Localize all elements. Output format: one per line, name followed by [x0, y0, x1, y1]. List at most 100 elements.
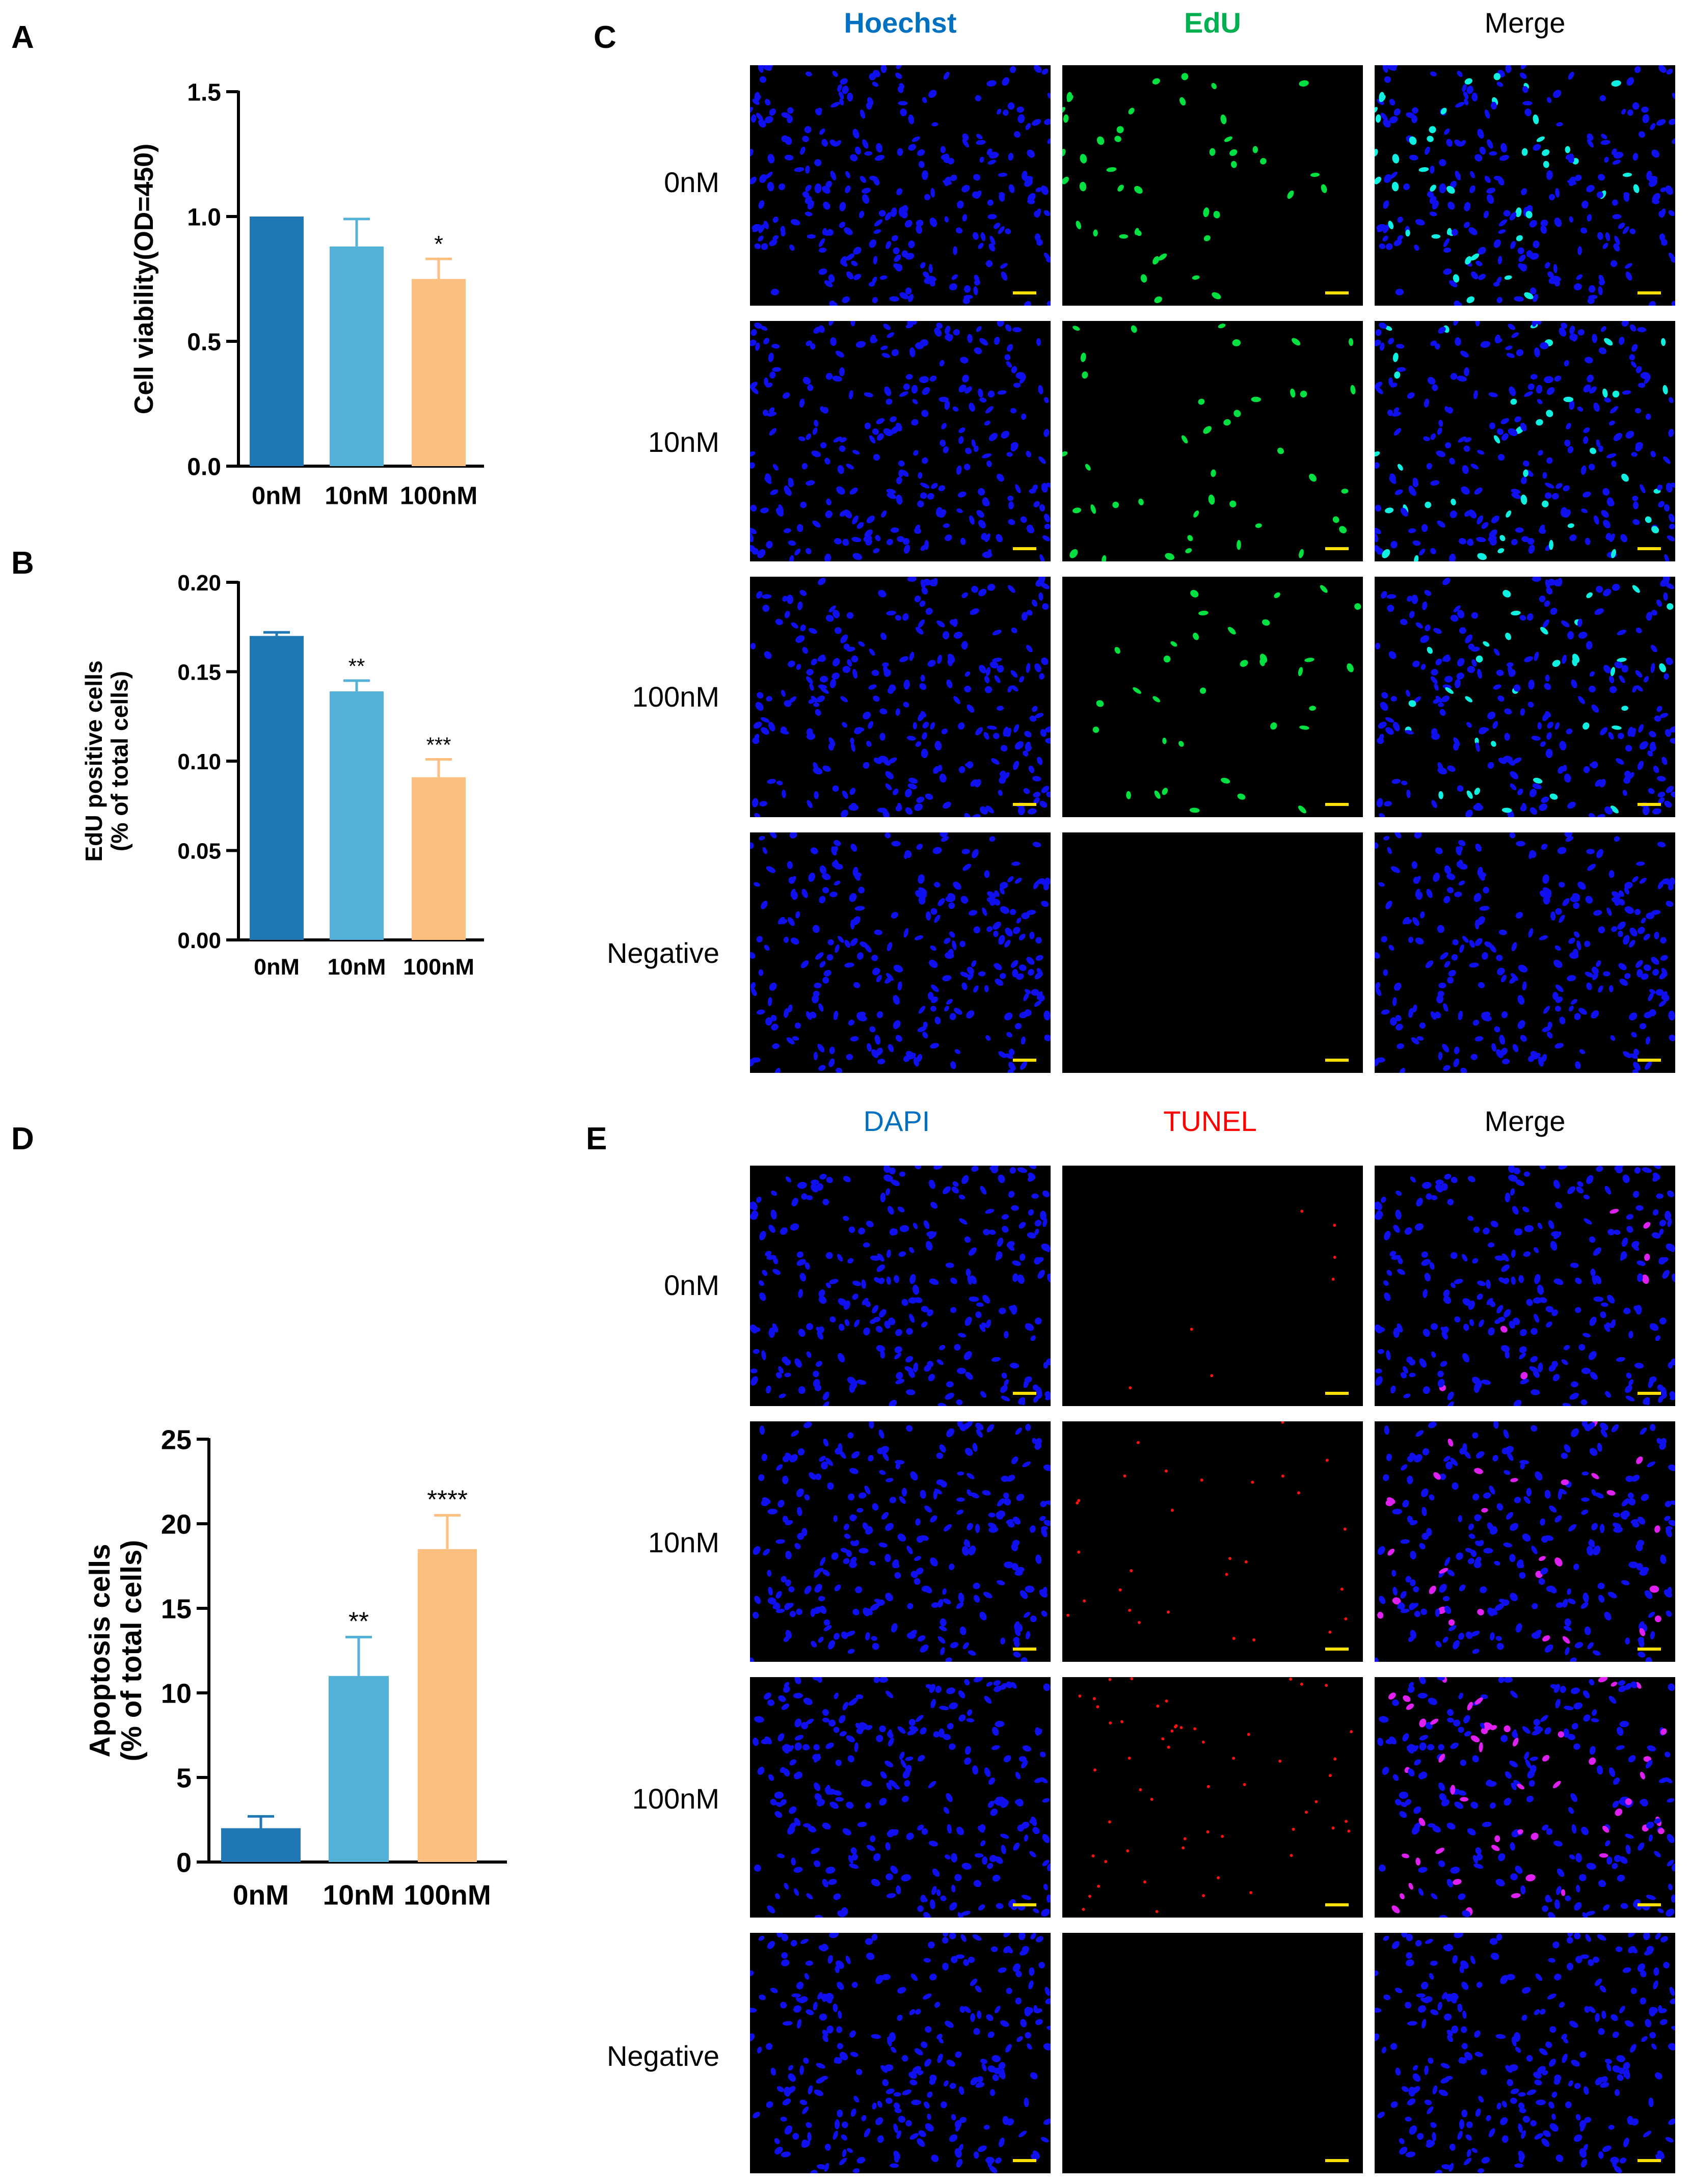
scale-bar	[1638, 803, 1661, 806]
image-dapi-3-image	[750, 1933, 1051, 2173]
chart-b-bar-10nM	[330, 691, 384, 940]
row-label-e-0nm: 0nM	[664, 1269, 719, 1301]
scale-bar	[1325, 2159, 1349, 2162]
chart-a-ylabel: Cell viability(OD=450)	[129, 144, 158, 414]
chart-d-xtick-label: 0nM	[233, 1879, 289, 1911]
chart-a-ytick-label: 0.5	[187, 329, 221, 356]
image-edu-merge-3-image	[1375, 832, 1675, 1073]
chart-d-xtick-label: 100nM	[404, 1879, 491, 1911]
col-header-merge-e: Merge	[1484, 1105, 1566, 1137]
row-label-10nm: 10nM	[648, 426, 719, 458]
chart-b-xtick-label: 10nM	[328, 954, 386, 980]
chart-a-xtick-label: 10nM	[325, 482, 388, 509]
chart-a-ytick-label: 1.5	[187, 79, 221, 106]
scale-bar	[1013, 1648, 1036, 1651]
row-label-e-10nm: 10nM	[648, 1526, 719, 1558]
chart-b-ytick-label: 0.05	[177, 839, 221, 864]
chart-b-ytick-label: 0.20	[177, 571, 221, 596]
row-label-e-100nm: 100nM	[632, 1783, 719, 1815]
image-edu-3	[1062, 832, 1363, 1073]
chart-b-xtick-label: 100nM	[403, 954, 474, 980]
scale-bar	[1325, 291, 1349, 294]
image-edu-1-image	[1062, 323, 1356, 561]
chart-b-ytick-label: 0.00	[177, 928, 221, 953]
chart-b-ytick-label: 0.10	[177, 749, 221, 774]
image-tunel-merge-1-image	[1375, 1421, 1675, 1662]
scale-bar	[1013, 291, 1036, 294]
scale-bar	[1325, 547, 1349, 550]
image-dapi-3	[750, 1933, 1051, 2173]
scale-bar	[1638, 1648, 1661, 1651]
scale-bar	[1013, 803, 1036, 806]
scale-bar	[1325, 1648, 1349, 1651]
image-edu-3-image	[1062, 832, 1363, 1073]
image-tunel-merge-2	[1375, 1677, 1675, 1918]
panel-label-b: B	[11, 546, 34, 581]
image-tunel-0	[1062, 1166, 1363, 1406]
image-hoechst-1	[750, 321, 1051, 561]
scale-bar	[1638, 1392, 1661, 1395]
image-tunel-merge-1	[1375, 1421, 1675, 1662]
image-tunel-0-image	[1129, 1209, 1336, 1390]
chart-a-xtick-label: 100nM	[400, 482, 477, 509]
chart-b-ytick-label: 0.15	[177, 660, 221, 685]
chart-d-ytick-label: 5	[176, 1763, 192, 1793]
chart-b-bar-0nM	[250, 636, 304, 940]
image-tunel-merge-3	[1375, 1933, 1675, 2173]
col-header-hoechst: Hoechst	[844, 7, 957, 39]
scale-bar	[1638, 1903, 1661, 1906]
image-tunel-2-image	[1078, 1677, 1353, 1913]
chart-b-significance-10nM: **	[348, 654, 365, 678]
chart-b-ylabel-2: (% of total cells)	[106, 671, 133, 851]
image-edu-merge-1	[1375, 321, 1675, 561]
scale-bar	[1638, 1059, 1661, 1062]
image-edu-merge-3	[1375, 832, 1675, 1073]
panel-label-a: A	[11, 20, 34, 55]
chart-a-bar-0nM	[250, 217, 304, 466]
image-hoechst-2-image	[750, 577, 1051, 817]
image-hoechst-2	[750, 577, 1051, 817]
chart-d-bar-100nM	[418, 1549, 477, 1862]
chart-d-ylabel: Apoptosis cells	[84, 1544, 116, 1758]
chart-d-significance-10nM: **	[348, 1606, 369, 1635]
panel-label-d: D	[11, 1121, 34, 1156]
row-label-0nm: 0nM	[664, 166, 719, 198]
image-edu-0	[1062, 65, 1363, 306]
chart-d-significance-100nM: ****	[427, 1485, 468, 1514]
image-hoechst-3	[750, 832, 1051, 1073]
chart-b-significance-100nM: ***	[426, 733, 451, 757]
image-edu-merge-1-image	[1375, 321, 1675, 561]
image-hoechst-1-image	[750, 321, 1051, 561]
chart-a-significance-100nM: *	[434, 231, 443, 257]
scale-bar	[1325, 1903, 1349, 1906]
image-tunel-merge-2-image	[1377, 1677, 1675, 1918]
image-hoechst-3-image	[750, 832, 1051, 1073]
image-tunel-3-image	[1062, 1933, 1363, 2173]
image-dapi-2	[750, 1677, 1051, 1918]
image-edu-merge-0	[1375, 65, 1675, 306]
scale-bar	[1638, 547, 1661, 550]
image-edu-0-image	[1062, 73, 1327, 304]
col-header-tunel: TUNEL	[1163, 1105, 1257, 1137]
image-edu-2	[1062, 577, 1363, 817]
image-tunel-merge-3-image	[1375, 1933, 1675, 2173]
chart-a-bar-100nM	[412, 279, 466, 466]
scale-bar	[1325, 1392, 1349, 1395]
image-tunel-merge-0-image	[1375, 1166, 1675, 1406]
scale-bar	[1013, 1392, 1036, 1395]
chart-d-ytick-label: 10	[161, 1678, 192, 1709]
chart-b-xtick-label: 0nM	[254, 954, 300, 980]
chart-b-bar-100nM	[412, 777, 466, 940]
chart-b-ylabel: EdU positive cells	[81, 660, 107, 861]
col-header-edu: EdU	[1184, 7, 1241, 39]
chart-a-ytick-label: 0.0	[187, 453, 221, 480]
scale-bar	[1325, 803, 1349, 806]
image-dapi-1	[750, 1421, 1051, 1662]
scale-bar	[1013, 2159, 1036, 2162]
scale-bar	[1013, 1059, 1036, 1062]
col-header-dapi: DAPI	[863, 1105, 930, 1137]
chart-d-ytick-label: 20	[161, 1509, 192, 1540]
image-tunel-1-image	[1066, 1421, 1348, 1641]
scale-bar	[1013, 547, 1036, 550]
